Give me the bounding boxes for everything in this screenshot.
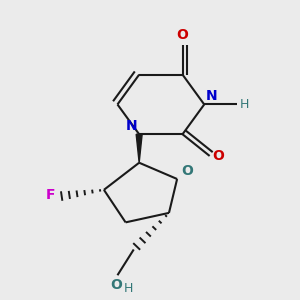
Text: H: H xyxy=(124,282,134,295)
Text: O: O xyxy=(177,28,188,42)
Text: O: O xyxy=(181,164,193,178)
Text: H: H xyxy=(239,98,249,111)
Text: O: O xyxy=(110,278,122,292)
Text: O: O xyxy=(212,149,224,163)
Text: F: F xyxy=(46,188,55,202)
Polygon shape xyxy=(136,134,142,163)
Text: N: N xyxy=(206,89,217,103)
Text: N: N xyxy=(126,119,138,133)
